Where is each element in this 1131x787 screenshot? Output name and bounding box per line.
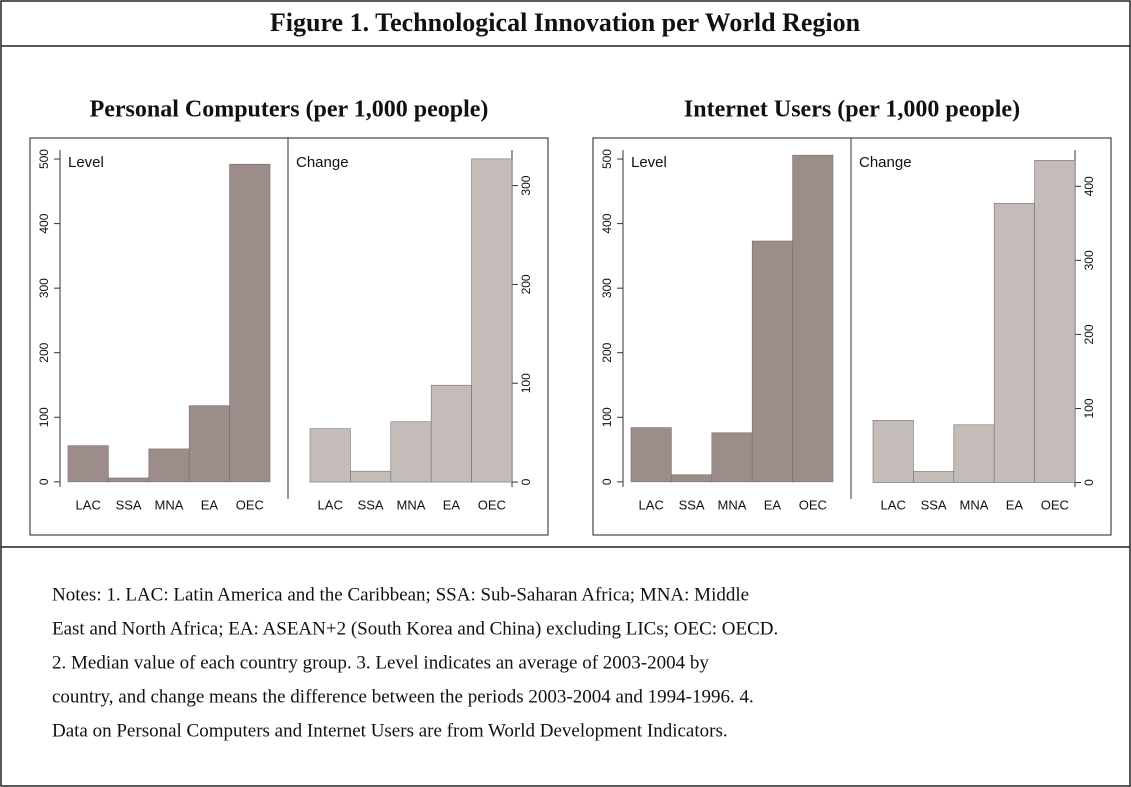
y2-tick-label: 100 bbox=[1082, 398, 1096, 418]
y-tick-label: 100 bbox=[600, 407, 614, 427]
y2-tick-label: 200 bbox=[519, 274, 533, 294]
y2-tick-label: 400 bbox=[1082, 176, 1096, 196]
facet-label: Level bbox=[631, 154, 667, 171]
bar bbox=[711, 432, 753, 483]
y-tick-label: 0 bbox=[37, 478, 51, 485]
x-tick-label: LAC bbox=[881, 497, 906, 512]
note-line: Notes: 1. LAC: Latin America and the Car… bbox=[52, 584, 749, 605]
x-tick-label: OEC bbox=[236, 497, 264, 512]
bar bbox=[913, 471, 955, 483]
bar bbox=[751, 240, 793, 483]
bar bbox=[309, 428, 351, 483]
y2-tick-label: 0 bbox=[519, 478, 533, 485]
panel-border bbox=[592, 137, 1112, 536]
y-tick-label: 200 bbox=[600, 342, 614, 362]
y-tick-label: 300 bbox=[37, 278, 51, 298]
notes: Notes: 1. LAC: Latin America and the Car… bbox=[52, 584, 778, 741]
y2-tick-label: 0 bbox=[1082, 479, 1096, 486]
x-tick-label: MNA bbox=[155, 497, 184, 512]
y-tick-label: 0 bbox=[600, 478, 614, 485]
note-line: East and North Africa; EA: ASEAN+2 (Sout… bbox=[52, 618, 778, 639]
bar bbox=[108, 477, 150, 483]
bar bbox=[872, 420, 914, 483]
bar bbox=[229, 163, 271, 483]
y-tick-label: 500 bbox=[600, 149, 614, 169]
x-tick-label: SSA bbox=[679, 497, 705, 512]
x-tick-label: LAC bbox=[76, 497, 101, 512]
y2-tick-label: 100 bbox=[519, 373, 533, 393]
bar bbox=[188, 405, 230, 483]
y2-tick-label: 200 bbox=[1082, 324, 1096, 344]
x-tick-label: MNA bbox=[718, 497, 747, 512]
x-tick-label: MNA bbox=[397, 497, 426, 512]
x-tick-label: MNA bbox=[960, 497, 989, 512]
bar bbox=[430, 384, 472, 483]
note-line: country, and change means the difference… bbox=[52, 686, 754, 707]
x-tick-label: OEC bbox=[799, 497, 827, 512]
facet-label: Change bbox=[859, 154, 912, 171]
panel-title: Personal Computers (per 1,000 people) bbox=[90, 97, 489, 123]
bar bbox=[953, 424, 995, 483]
y-tick-label: 100 bbox=[37, 407, 51, 427]
x-tick-label: OEC bbox=[1041, 497, 1069, 512]
bar bbox=[671, 474, 713, 483]
y2-tick-label: 300 bbox=[519, 175, 533, 195]
bar bbox=[630, 427, 672, 483]
y2-tick-label: 300 bbox=[1082, 250, 1096, 270]
facet-label: Level bbox=[68, 154, 104, 171]
panel-title: Internet Users (per 1,000 people) bbox=[684, 97, 1020, 123]
note-line: 2. Median value of each country group. 3… bbox=[52, 652, 709, 673]
x-tick-label: SSA bbox=[921, 497, 947, 512]
bar bbox=[471, 158, 513, 483]
bar bbox=[993, 203, 1035, 483]
bar bbox=[390, 421, 432, 483]
x-tick-label: SSA bbox=[358, 497, 384, 512]
figure-title: Figure 1. Technological Innovation per W… bbox=[270, 8, 861, 37]
panel-border bbox=[29, 137, 549, 536]
bar bbox=[792, 154, 834, 483]
x-tick-label: EA bbox=[764, 497, 782, 512]
bar bbox=[67, 445, 109, 483]
bar bbox=[350, 470, 392, 483]
y-tick-label: 400 bbox=[600, 213, 614, 233]
x-tick-label: EA bbox=[1006, 497, 1024, 512]
facet-label: Change bbox=[296, 154, 349, 171]
x-tick-label: OEC bbox=[478, 497, 506, 512]
x-tick-label: EA bbox=[201, 497, 219, 512]
x-tick-label: SSA bbox=[116, 497, 142, 512]
x-tick-label: EA bbox=[443, 497, 461, 512]
bar bbox=[1034, 160, 1076, 483]
y-tick-label: 500 bbox=[37, 149, 51, 169]
y-tick-label: 300 bbox=[600, 278, 614, 298]
y-tick-label: 200 bbox=[37, 342, 51, 362]
y-tick-label: 400 bbox=[37, 213, 51, 233]
note-line: Data on Personal Computers and Internet … bbox=[52, 720, 728, 741]
x-tick-label: LAC bbox=[318, 497, 343, 512]
x-tick-label: LAC bbox=[639, 497, 664, 512]
bar bbox=[148, 448, 190, 483]
